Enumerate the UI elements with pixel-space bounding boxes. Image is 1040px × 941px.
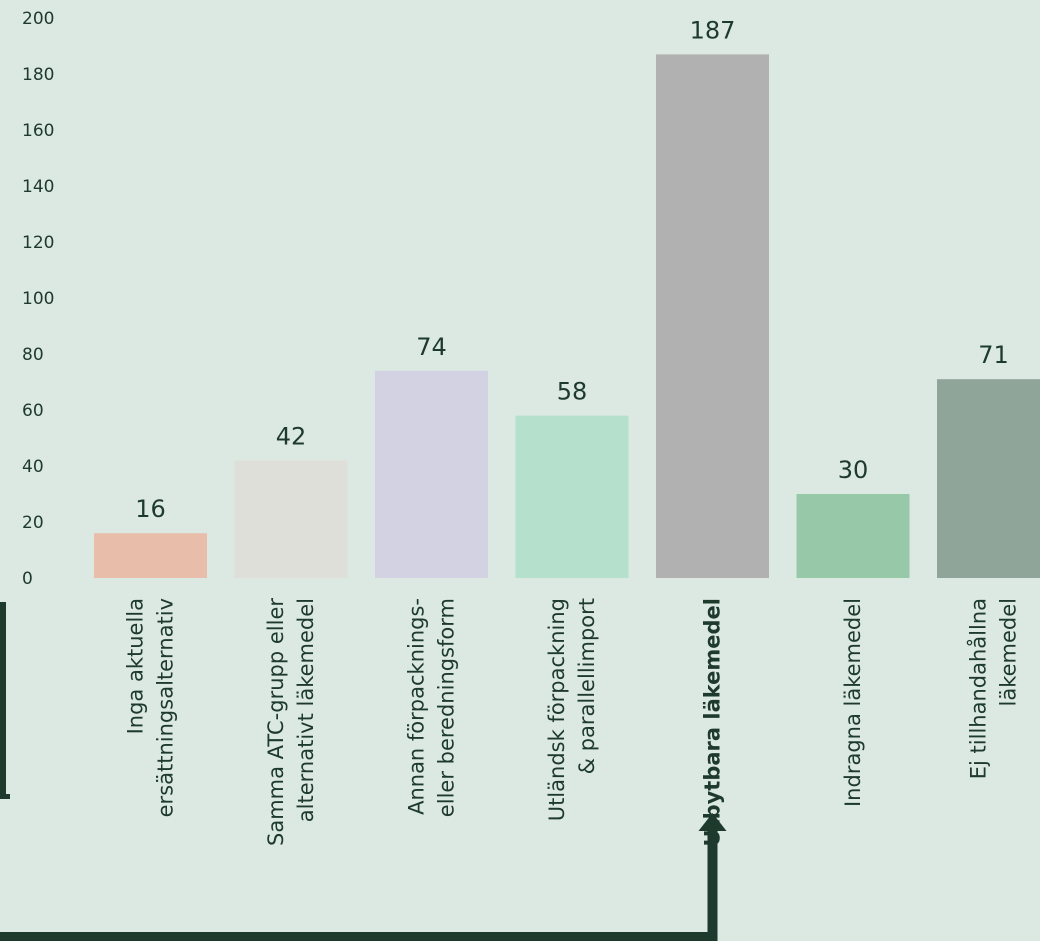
category-label-line: alternativt läkemedel — [294, 598, 318, 822]
category-label: Utbytbara läkemedel — [701, 598, 725, 847]
bars-group — [94, 54, 1040, 578]
y-tick-label: 0 — [22, 569, 33, 589]
highlight-connector — [0, 602, 727, 941]
y-tick-label: 20 — [22, 513, 44, 533]
bar — [937, 379, 1040, 578]
bar — [656, 54, 769, 578]
category-label-line: Ej tillhandahållna — [966, 598, 991, 779]
connector-left-tick — [0, 794, 10, 799]
category-label-line: läkemedel — [997, 598, 1021, 707]
category-label-line: Indragna läkemedel — [841, 598, 865, 807]
y-axis: 0 20 40 60 80 100 120 140 160 180 200 — [22, 9, 54, 589]
value-label: 74 — [416, 333, 447, 361]
category-label: Inga aktuella ersättningsalternativ — [124, 598, 178, 817]
category-label: Ej tillhandahållna läkemedel — [966, 598, 1021, 779]
category-labels-group: Inga aktuella ersättningsalternativ Samma … — [124, 598, 1021, 847]
y-tick-label: 100 — [22, 289, 54, 309]
connector-line — [0, 829, 718, 941]
bar — [234, 460, 348, 578]
category-label-line: Annan förpacknings- — [405, 598, 429, 815]
bar — [94, 533, 207, 578]
y-tick-label: 180 — [22, 65, 54, 85]
category-label-line: ersättningsalternativ — [154, 598, 178, 817]
arrow-up-icon — [698, 813, 727, 831]
y-tick-label: 160 — [22, 121, 54, 141]
y-tick-label: 120 — [22, 233, 54, 253]
category-label-line: Utländsk förpackning — [545, 598, 569, 821]
value-label: 16 — [135, 495, 166, 523]
value-labels-group: 16 42 74 58 187 30 71 — [135, 16, 1009, 523]
y-tick-label: 80 — [22, 345, 44, 365]
value-label: 71 — [978, 341, 1009, 369]
value-label: 187 — [690, 16, 736, 44]
category-label-line: Samma ATC-grupp eller — [264, 598, 288, 846]
bar — [796, 494, 910, 578]
category-label-line: Utbytbara läkemedel — [701, 598, 725, 847]
y-tick-label: 60 — [22, 401, 44, 421]
category-label-line: & parallellimport — [575, 598, 599, 774]
category-label-line: Inga aktuella — [124, 598, 148, 734]
category-label: Utländsk förpackning & parallellimport — [545, 598, 599, 821]
value-label: 42 — [276, 422, 307, 450]
category-label: Annan förpacknings-eller beredningsform — [405, 598, 459, 817]
connector-left-bar — [0, 602, 6, 799]
category-label: Samma ATC-grupp eller alternativt läkemed… — [264, 598, 318, 846]
y-tick-label: 40 — [22, 457, 44, 477]
y-tick-label: 200 — [22, 9, 54, 29]
y-tick-label: 140 — [22, 177, 54, 197]
value-label: 30 — [838, 456, 869, 484]
bar — [375, 370, 488, 578]
value-label: 58 — [557, 378, 588, 406]
category-label-line: eller beredningsform — [435, 598, 459, 817]
category-label: Indragna läkemedel — [841, 598, 865, 807]
bar — [515, 415, 629, 578]
